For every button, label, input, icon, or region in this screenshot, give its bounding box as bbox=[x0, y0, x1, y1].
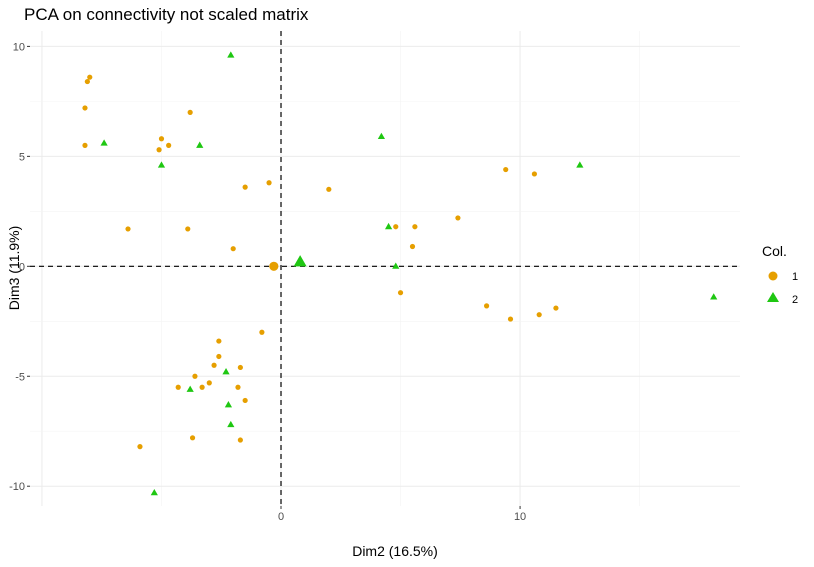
data-point bbox=[553, 305, 559, 311]
data-point bbox=[237, 437, 243, 443]
data-point bbox=[503, 166, 509, 173]
y-tick-label: 5 bbox=[19, 151, 25, 163]
y-tick-label: 10 bbox=[13, 41, 25, 53]
data-point bbox=[242, 184, 248, 190]
x-axis-ticks: 0 10 bbox=[278, 506, 526, 523]
data-point bbox=[157, 161, 166, 168]
chart-title: PCA on connectivity not scaled matrix bbox=[24, 5, 309, 24]
data-point bbox=[100, 139, 108, 146]
data-point bbox=[227, 51, 235, 58]
data-point bbox=[175, 384, 181, 390]
data-point bbox=[412, 224, 418, 230]
data-point bbox=[82, 142, 88, 148]
legend-label-1: 1 bbox=[792, 271, 798, 283]
data-point bbox=[227, 420, 235, 428]
y-tick-label: -5 bbox=[15, 371, 25, 383]
data-point bbox=[507, 316, 514, 322]
series-1-points bbox=[82, 74, 559, 450]
data-point bbox=[156, 147, 162, 153]
x-tick-label: 10 bbox=[514, 511, 526, 523]
data-point bbox=[158, 136, 165, 142]
data-point bbox=[409, 243, 416, 250]
data-point bbox=[150, 489, 158, 496]
legend-label-2: 2 bbox=[792, 294, 798, 306]
data-point bbox=[187, 109, 193, 115]
data-point bbox=[192, 373, 198, 379]
data-point bbox=[189, 435, 196, 441]
data-point bbox=[216, 353, 222, 360]
legend-title: Col. bbox=[762, 243, 787, 259]
data-point bbox=[377, 132, 386, 140]
data-point bbox=[87, 74, 93, 80]
legend-triangle-icon bbox=[767, 292, 779, 302]
data-point bbox=[536, 312, 542, 318]
centroid-point bbox=[293, 255, 307, 267]
y-tick-label: -10 bbox=[9, 481, 25, 493]
legend-circle-icon bbox=[768, 271, 778, 281]
data-point bbox=[393, 224, 399, 230]
plot-grid bbox=[30, 31, 740, 506]
data-point bbox=[137, 444, 143, 450]
data-point bbox=[483, 303, 490, 309]
data-point bbox=[259, 329, 265, 335]
data-point bbox=[211, 362, 217, 368]
y-axis-title: Dim3 (11.9%) bbox=[6, 226, 22, 311]
data-point bbox=[186, 385, 194, 392]
data-point bbox=[206, 380, 212, 386]
data-point bbox=[199, 384, 205, 390]
data-point bbox=[710, 293, 718, 300]
data-point bbox=[82, 105, 88, 111]
data-point bbox=[326, 186, 332, 192]
data-point bbox=[235, 384, 241, 390]
data-point bbox=[531, 171, 538, 177]
data-point bbox=[224, 401, 233, 408]
data-point bbox=[84, 78, 90, 85]
data-point bbox=[576, 161, 584, 168]
legend: Col. 1 2 bbox=[762, 243, 798, 306]
y-tick-label: 0 bbox=[19, 261, 25, 273]
data-point bbox=[397, 290, 404, 296]
data-point bbox=[384, 222, 393, 230]
data-point bbox=[230, 246, 236, 252]
data-point bbox=[196, 141, 204, 148]
data-point bbox=[237, 364, 243, 371]
data-point bbox=[166, 142, 172, 148]
data-point bbox=[392, 262, 400, 269]
reference-lines bbox=[30, 31, 740, 506]
data-point bbox=[455, 215, 461, 221]
x-axis-title: Dim2 (16.5%) bbox=[352, 543, 438, 559]
series-2-points bbox=[100, 51, 718, 496]
data-point bbox=[185, 226, 191, 232]
data-point bbox=[242, 397, 248, 404]
x-tick-label: 0 bbox=[278, 511, 284, 523]
data-point bbox=[216, 338, 222, 344]
data-point bbox=[222, 368, 230, 375]
data-point bbox=[266, 180, 272, 186]
y-axis-ticks: -10 -5 0 5 10 bbox=[9, 41, 30, 493]
centroid-point bbox=[269, 261, 279, 271]
data-point bbox=[125, 226, 131, 232]
